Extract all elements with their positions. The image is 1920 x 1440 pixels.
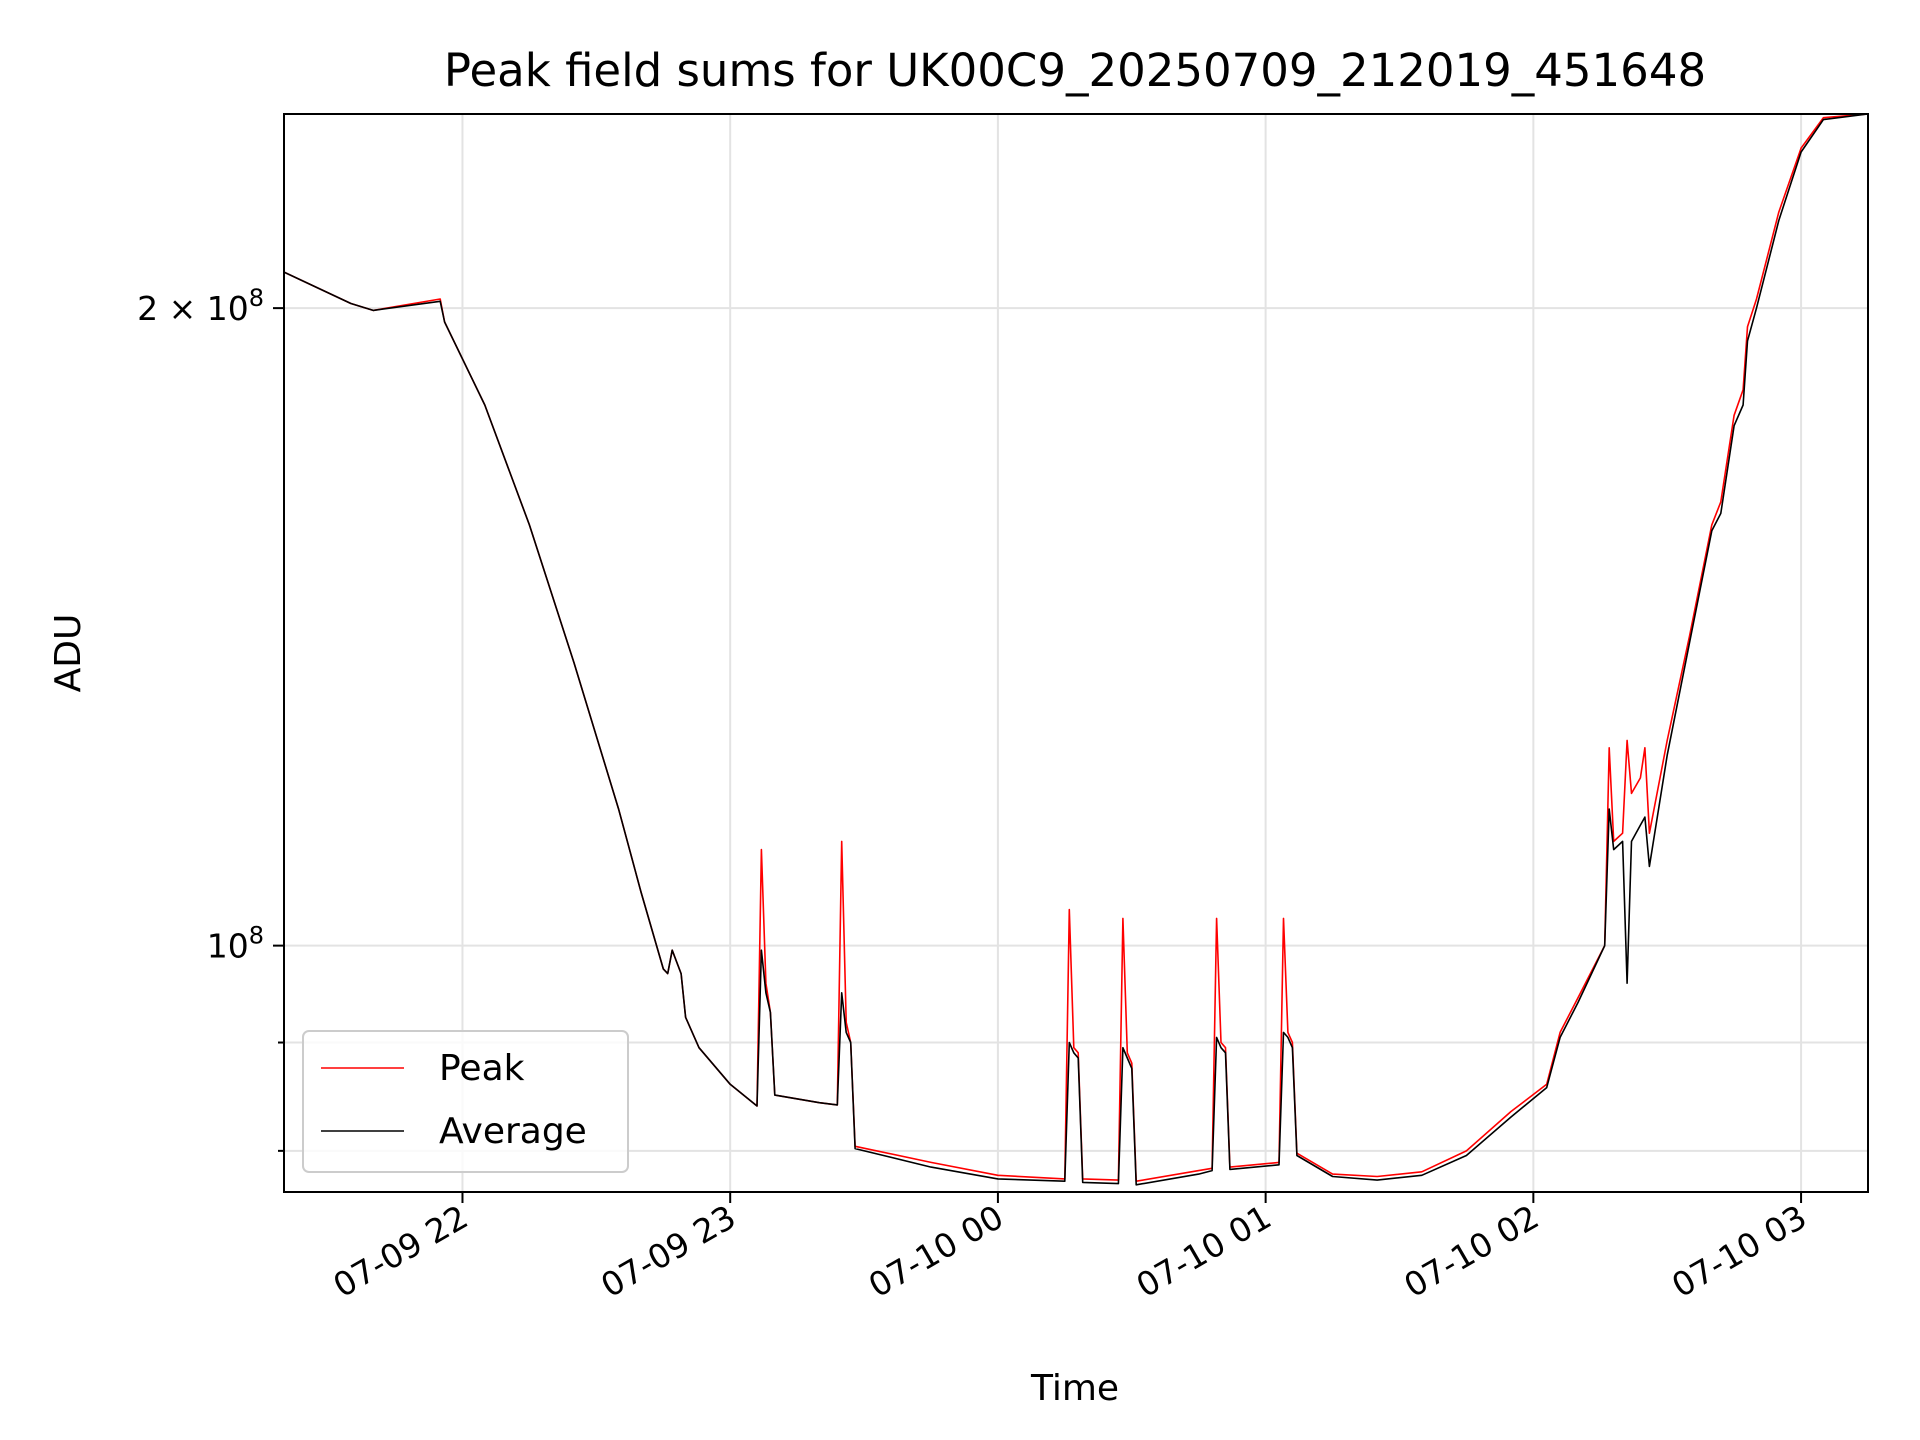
plot-frame [283, 113, 1869, 1193]
chart-title: Peak field sums for UK00C9_20250709_2120… [444, 44, 1706, 97]
x-axis-label: Time [1030, 1368, 1119, 1409]
series-line-average [284, 114, 1868, 1186]
series-layer [284, 114, 1868, 1186]
y-axis-label: ADU [48, 614, 89, 693]
y-tick-label-0: 108 [207, 922, 264, 966]
legend-box [302, 1030, 629, 1173]
y-tick-label-1: 2 × 108 [137, 284, 264, 328]
y-axis: 108 2 × 108 [137, 284, 284, 1152]
legend-label-average: Average [439, 1111, 587, 1152]
legend-label-peak: Peak [439, 1048, 525, 1089]
legend: Peak Average [302, 1030, 629, 1173]
